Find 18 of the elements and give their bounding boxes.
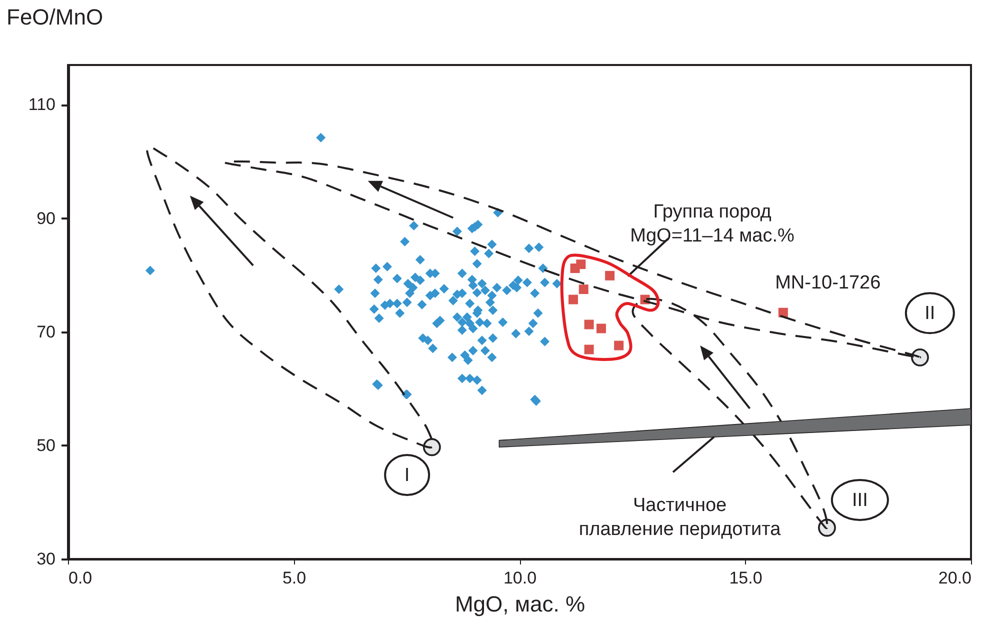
y-tick-label: 90 bbox=[36, 208, 56, 228]
annotation: Частичное плавление перидотита bbox=[578, 495, 782, 540]
x-tick-label: 10.0 bbox=[503, 568, 537, 588]
x-axis-title: MgO, мас. % bbox=[454, 592, 586, 616]
y-tick-label: 70 bbox=[36, 322, 56, 342]
annotation: Группа пород MgO=11–14 мас.% bbox=[630, 201, 795, 246]
y-tick-label: 50 bbox=[36, 436, 56, 455]
annotation: MN-10-1726 bbox=[775, 272, 881, 294]
annotation: I bbox=[404, 464, 410, 486]
x-tick-label: 15.0 bbox=[729, 568, 762, 588]
annotation: III bbox=[852, 490, 868, 511]
x-tick-label: 20.0 bbox=[938, 568, 972, 588]
y-tick-label: 110 bbox=[28, 95, 56, 114]
x-tick-label: 5.0 bbox=[282, 568, 306, 588]
y-axis-title: FeO/MnO bbox=[6, 4, 104, 30]
x-tick-label: 0.0 bbox=[68, 568, 92, 588]
y-tick-label: 30 bbox=[36, 550, 56, 568]
annotation: II bbox=[924, 303, 936, 324]
